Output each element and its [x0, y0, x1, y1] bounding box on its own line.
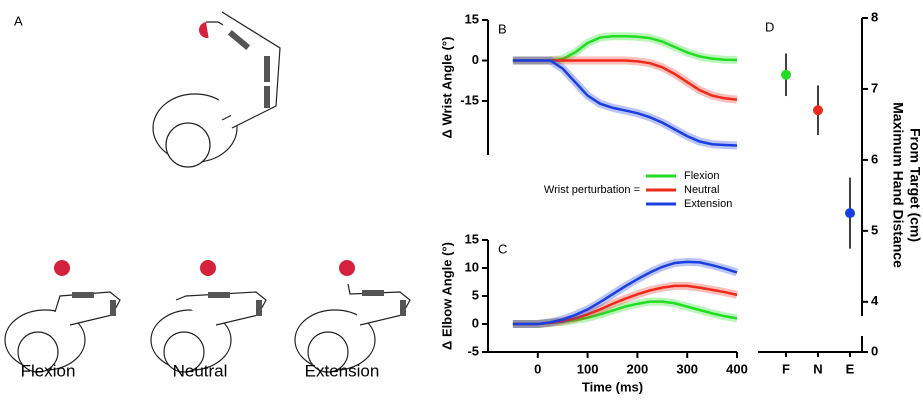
x-tick-label: 300 [676, 361, 698, 376]
condition-label: Extension [305, 361, 380, 380]
y-tick-label: 15 [465, 231, 479, 246]
y-axis-label: Δ Wrist Angle (°) [439, 37, 454, 139]
y-axis-label: Maximum Hand Distance [890, 102, 906, 268]
x-tick-label: N [813, 361, 822, 376]
series-band [512, 56, 738, 150]
panel-label: D [765, 19, 774, 34]
y-tick-label: -5 [467, 343, 479, 358]
panel-label: A [14, 13, 23, 28]
series-band [512, 56, 738, 104]
legend-label: Extension [684, 198, 732, 210]
y-tick-label: 4 [871, 293, 879, 308]
y-tick-label: 0 [871, 343, 878, 358]
y-tick-label: 15 [465, 11, 479, 26]
y-tick-label: 0 [472, 315, 479, 330]
illustration [4, 260, 411, 373]
legend-label: Flexion [684, 170, 719, 182]
panel-label: B [498, 21, 507, 36]
point [845, 208, 855, 219]
x-tick-label: 200 [627, 361, 649, 376]
y-tick-label: 7 [871, 80, 878, 95]
condition-label: Neutral [173, 361, 228, 380]
y-tick-label: 8 [871, 9, 878, 24]
panel-label: C [498, 241, 507, 256]
series-line [512, 260, 738, 326]
condition-label: Flexion [21, 361, 76, 380]
legend-label: Neutral [684, 184, 719, 196]
x-tick-label: 100 [577, 361, 599, 376]
legend-title: Wrist perturbation = [544, 184, 640, 196]
y-tick-label: 0 [472, 52, 479, 67]
point [813, 105, 823, 116]
y-tick-label: 10 [465, 259, 479, 274]
y-tick-label: -15 [460, 92, 479, 107]
x-tick-label: F [782, 361, 790, 376]
x-tick-label: E [846, 361, 855, 376]
y-tick-label: 5 [871, 222, 878, 237]
series-line [512, 59, 738, 147]
x-axis-label: Time (ms) [582, 379, 643, 394]
x-tick-label: 400 [726, 361, 748, 376]
y-tick-label: 5 [472, 287, 479, 302]
illustration [152, 11, 281, 168]
y-axis-label: Δ Elbow Angle (°) [439, 242, 454, 350]
y-axis-label: From Target (cm) [907, 128, 923, 242]
x-tick-label: 0 [534, 361, 541, 376]
y-tick-label: 6 [871, 151, 878, 166]
point [781, 69, 791, 80]
